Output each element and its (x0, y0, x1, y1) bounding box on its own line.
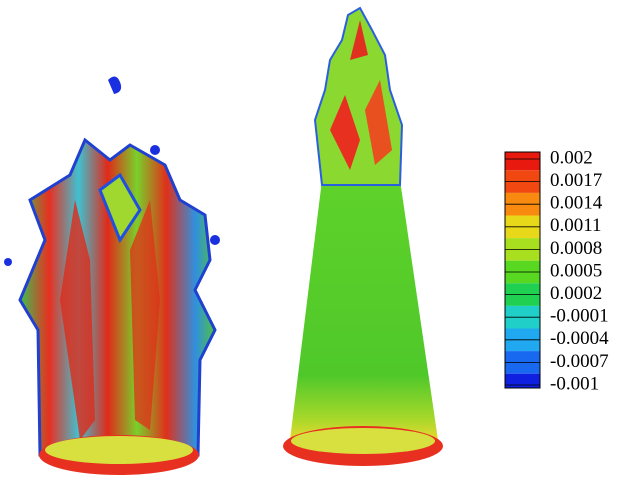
colorbar: 0.0020.00170.00140.00110.00080.00050.000… (504, 147, 609, 394)
colorbar-label: 0.0005 (550, 260, 602, 281)
colorbar-band (505, 152, 540, 171)
colorbar-label: 0.0008 (550, 238, 602, 259)
colorbar-label: -0.0001 (550, 306, 609, 327)
colorbar-label: 0.0014 (550, 193, 603, 214)
left-plume (4, 76, 220, 475)
colorbar-label: 0.0017 (550, 170, 602, 191)
colorbar-label: 0.002 (550, 147, 593, 168)
colorbar-label: -0.0007 (550, 351, 609, 372)
colorbar-label: 0.0002 (550, 283, 602, 304)
colorbar-band (505, 373, 540, 388)
colorbar-frame (504, 151, 541, 389)
colorbar-label: -0.0004 (550, 328, 609, 349)
right-cone (283, 6, 443, 466)
colorbar-label: -0.001 (550, 373, 599, 394)
colorbar-label: 0.0011 (550, 215, 602, 236)
